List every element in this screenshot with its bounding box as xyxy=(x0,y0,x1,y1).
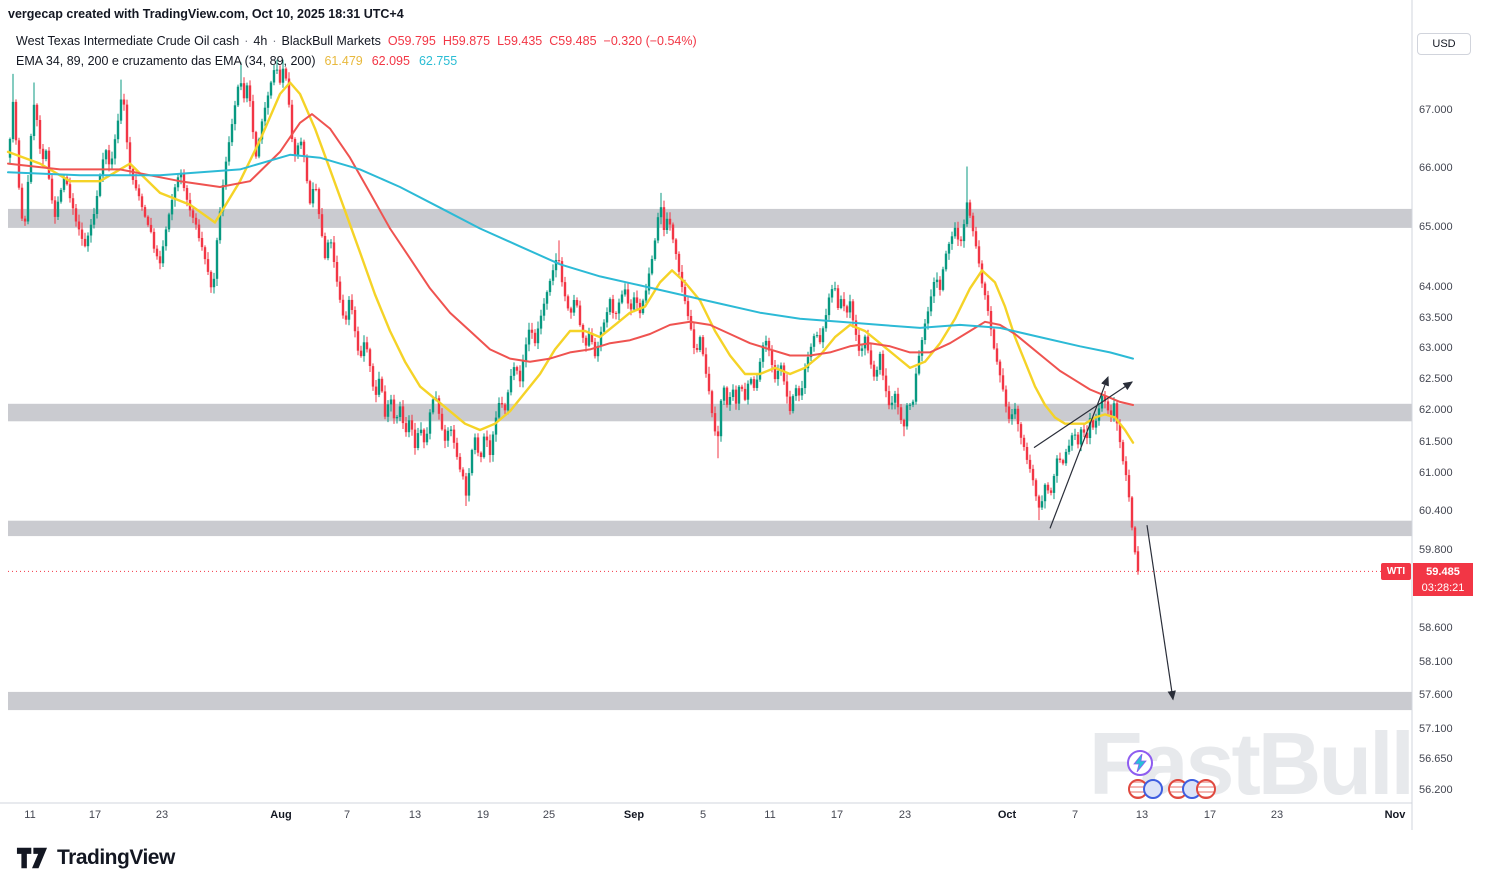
price-tick: 62.500 xyxy=(1419,373,1453,385)
price-tick: 57.600 xyxy=(1419,689,1453,701)
time-tick-day: 17 xyxy=(88,809,102,821)
time-tick-day: 11 xyxy=(24,809,36,821)
time-tick-day: 5 xyxy=(699,809,707,821)
event-flag-icon xyxy=(1143,779,1163,799)
time-tick-day: 19 xyxy=(476,809,490,821)
change-value: −0.320 (−0.54%) xyxy=(603,34,697,48)
time-tick-day: 13 xyxy=(1135,809,1149,821)
exchange-label: BlackBull Markets xyxy=(281,34,381,48)
candlesticks xyxy=(8,59,1140,575)
time-tick-day: 7 xyxy=(1071,809,1079,821)
symbol-price-tag: WTI xyxy=(1381,563,1411,580)
time-tick-month: Aug xyxy=(270,809,292,821)
price-tick: 60.400 xyxy=(1419,505,1453,517)
time-tick-month: Oct xyxy=(997,809,1017,821)
price-tick: 67.000 xyxy=(1419,104,1453,116)
time-tick-day: 7 xyxy=(343,809,351,821)
sr-zones[interactable] xyxy=(8,208,1412,711)
legend-indicator-row: EMA 34, 89, 200 e cruzamento das EMA (34… xyxy=(16,54,457,68)
ohlc-close-value: C59.485 xyxy=(549,34,597,48)
time-tick-month: Sep xyxy=(623,809,645,821)
tradingview-logo-icon xyxy=(16,847,48,869)
price-tick: 63.500 xyxy=(1419,312,1453,324)
ohlc-low-value: L59.435 xyxy=(497,34,543,48)
price-tick: 56.200 xyxy=(1419,784,1453,796)
symbol-title[interactable]: West Texas Intermediate Crude Oil cash xyxy=(16,34,240,48)
ema-line-ema200[interactable] xyxy=(7,153,1134,360)
time-tick-day: 23 xyxy=(1270,809,1284,821)
event-flag-icon xyxy=(1196,779,1216,799)
ohlc-high-value: H59.875 xyxy=(442,34,491,48)
tradingview-logo[interactable]: TradingView xyxy=(16,845,175,871)
attribution-text: vergecap created with TradingView.com, O… xyxy=(8,7,404,21)
lightning-icon xyxy=(1127,750,1153,776)
price-tick: 59.800 xyxy=(1419,544,1453,556)
price-tick: 58.600 xyxy=(1419,622,1453,634)
time-tick-day: 17 xyxy=(830,809,844,821)
ema-line-ema89[interactable] xyxy=(7,113,1134,406)
tradingview-logo-text: TradingView xyxy=(57,846,175,869)
time-tick-day: 25 xyxy=(542,809,556,821)
price-tick: 63.000 xyxy=(1419,342,1453,354)
legend-separator-icon: · xyxy=(244,34,249,48)
ema34-value: 61.479 xyxy=(324,54,363,68)
legend-separator-icon: · xyxy=(272,34,277,48)
ema89-value: 62.095 xyxy=(371,54,410,68)
last-price-label: 59.485 xyxy=(1413,563,1473,580)
ohlc-open-value: O59.795 xyxy=(387,34,436,48)
legend-symbol-row: West Texas Intermediate Crude Oil cash ·… xyxy=(16,34,697,48)
time-tick-day: 23 xyxy=(155,809,169,821)
currency-button[interactable]: USD xyxy=(1417,33,1471,55)
time-tick-day: 17 xyxy=(1203,809,1217,821)
time-tick-day: 23 xyxy=(898,809,912,821)
trend-drawings[interactable] xyxy=(1033,375,1176,701)
price-tick: 64.000 xyxy=(1419,281,1453,293)
bar-countdown-label: 03:28:21 xyxy=(1413,580,1473,596)
ema-line-ema34[interactable] xyxy=(6,81,1135,444)
price-tick: 62.000 xyxy=(1419,404,1453,416)
time-tick-month: Nov xyxy=(1384,809,1406,821)
price-tick: 66.000 xyxy=(1419,162,1453,174)
time-tick-day: 13 xyxy=(408,809,422,821)
price-tick: 58.100 xyxy=(1419,656,1453,668)
price-tick: 65.000 xyxy=(1419,221,1453,233)
price-tick: 57.100 xyxy=(1419,723,1453,735)
price-tick: 61.500 xyxy=(1419,436,1453,448)
indicator-name[interactable]: EMA 34, 89, 200 e cruzamento das EMA (34… xyxy=(16,54,316,68)
ema200-value: 62.755 xyxy=(418,54,458,68)
price-tick: 56.650 xyxy=(1419,753,1453,765)
timeframe-label[interactable]: 4h xyxy=(253,34,268,48)
price-tick: 61.000 xyxy=(1419,467,1453,479)
time-tick-day: 11 xyxy=(764,809,776,821)
